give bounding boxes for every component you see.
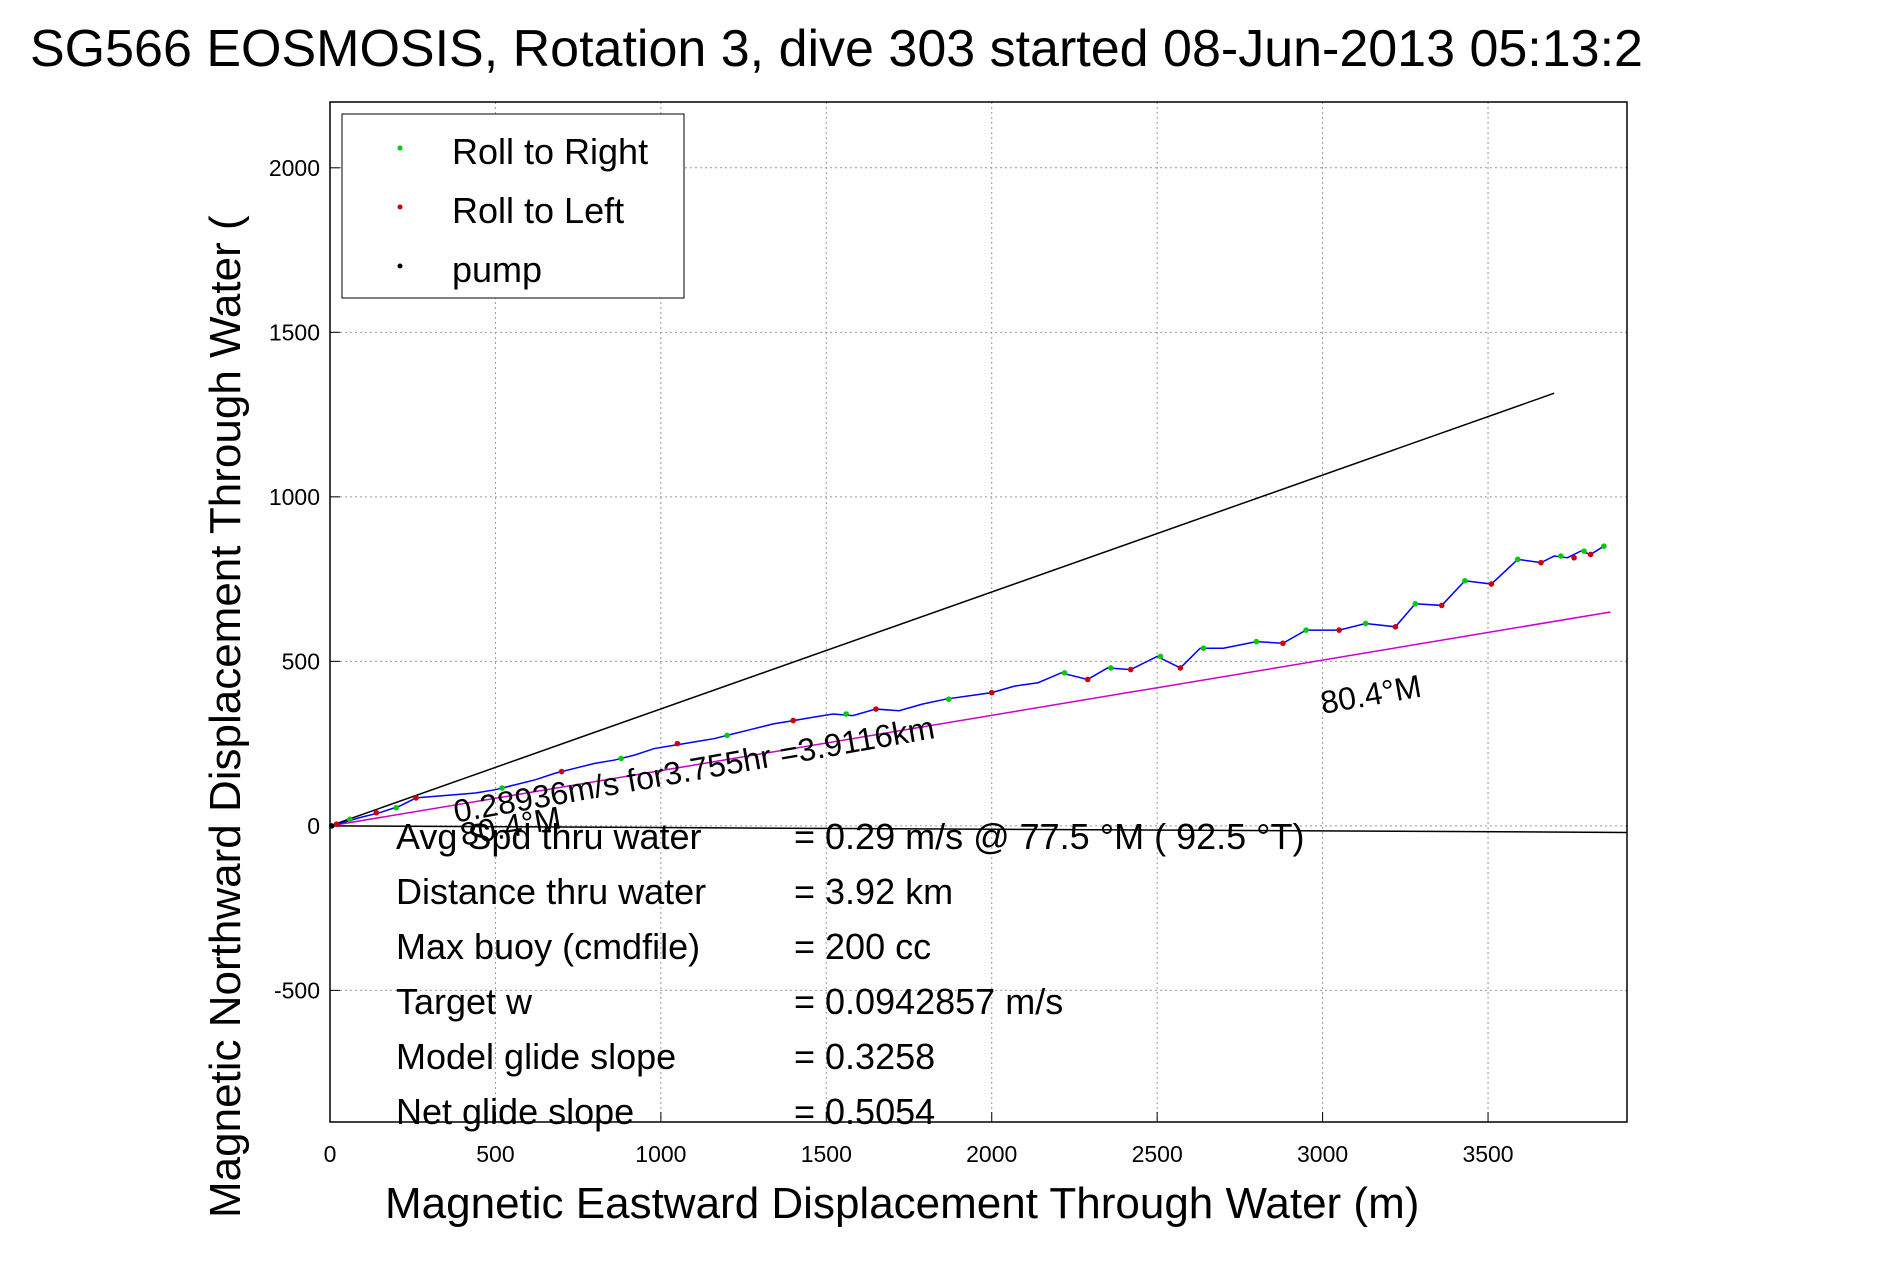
legend-label: pump — [452, 249, 542, 290]
y-tick-label: -500 — [274, 977, 320, 1003]
stat-label: Distance thru water — [396, 871, 706, 912]
y-tick-label: 0 — [307, 813, 320, 839]
surface-line — [329, 611, 1611, 827]
roll-right-point — [843, 711, 849, 717]
stat-label: Net glide slope — [396, 1091, 634, 1132]
x-tick-label: 2500 — [1132, 1141, 1183, 1167]
plot-frame — [329, 101, 1628, 1123]
roll-right-point — [499, 785, 505, 791]
stat-value: = 0.3258 — [794, 1036, 935, 1077]
roll-left-point — [674, 740, 681, 747]
x-tick-label: 1500 — [801, 1141, 852, 1167]
roll-left-point — [1084, 676, 1091, 683]
roll-left-point — [373, 809, 380, 816]
x-tick-label: 500 — [476, 1141, 514, 1167]
stat-label: Max buoy (cmdfile) — [396, 926, 700, 967]
x-tick-label: 2000 — [966, 1141, 1017, 1167]
roll-left-point — [333, 821, 340, 828]
legend-marker — [397, 204, 403, 210]
legend-label: Roll to Left — [452, 190, 624, 231]
roll-right-point — [1108, 665, 1114, 671]
roll-right-point — [1061, 670, 1068, 676]
stat-value: = 0.5054 — [794, 1091, 935, 1132]
reference-lines — [329, 392, 1628, 834]
roll-left-point — [558, 768, 565, 775]
roll-right-point — [1412, 600, 1419, 607]
current-line — [329, 825, 1628, 834]
roll-left-point — [1392, 624, 1399, 630]
roll-left-point — [1587, 551, 1594, 558]
roll-left-point — [1177, 665, 1184, 671]
tick-labels: 0 500 1000 1500 2000 2500 3000 3500 -500 0 500 1000… — [269, 155, 1514, 1167]
roll-left-point — [873, 706, 879, 712]
legend-label: Roll to Right — [452, 131, 648, 172]
stat-value: = 3.92 km — [794, 871, 953, 912]
x-tick-label: 3000 — [1297, 1141, 1348, 1167]
roll-right-point — [1303, 627, 1309, 633]
y-axis-label: Magnetic Northward Displacement Through … — [201, 215, 250, 1218]
roll-right-point — [1253, 638, 1260, 645]
roll-left-point — [413, 795, 419, 801]
roll-right-point — [393, 804, 399, 811]
stat-label: Model glide slope — [396, 1036, 676, 1077]
roll-right-point — [1581, 548, 1587, 554]
pump-point — [328, 823, 335, 829]
stat-label: Target w — [396, 981, 533, 1022]
roll-right-point — [1362, 620, 1369, 627]
stat-value: = 200 cc — [794, 926, 931, 967]
roll-right-point — [1601, 543, 1607, 549]
x-tick-label: 0 — [324, 1141, 337, 1167]
roll-right-point — [1515, 556, 1521, 563]
heading-line — [329, 392, 1555, 827]
stat-label: Avg Spd thru water — [396, 816, 702, 857]
y-tick-label: 500 — [282, 648, 320, 674]
x-tick-label: 3500 — [1462, 1141, 1513, 1167]
roll-left-point — [1127, 666, 1134, 673]
roll-left-point — [1280, 640, 1286, 647]
roll-right-point — [945, 696, 952, 702]
roll-right-point — [1157, 653, 1164, 660]
roll-right-point — [1200, 645, 1207, 651]
roll-right-point — [347, 816, 353, 823]
legend-marker — [397, 263, 403, 269]
x-tick-label: 1000 — [635, 1141, 686, 1167]
roll-left-point — [1438, 602, 1445, 609]
annotation-label: 80.4°M — [1318, 668, 1424, 721]
chart-title: SG566 EOSMOSIS, Rotation 3, dive 303 sta… — [30, 20, 1643, 78]
roll-right-point — [618, 755, 624, 762]
stats-block: Avg Spd thru water = 0.29 m/s @ 77.5 °M (… — [396, 816, 1305, 1132]
roll-left-point — [1336, 627, 1342, 633]
legend-marker — [397, 145, 403, 151]
stat-value: = 0.29 m/s @ 77.5 °M ( 92.5 °T) — [794, 816, 1305, 857]
y-tick-label: 1500 — [269, 319, 320, 345]
roll-left-point — [1488, 581, 1495, 587]
roll-left-point — [1571, 554, 1577, 561]
roll-right-point — [1462, 577, 1468, 584]
roll-right-point — [1558, 553, 1564, 559]
stat-value: = 0.0942857 m/s — [794, 981, 1063, 1022]
y-tick-label: 2000 — [269, 155, 320, 181]
y-tick-label: 1000 — [269, 484, 320, 510]
roll-left-point — [1538, 559, 1544, 566]
roll-right-point — [724, 732, 730, 739]
x-axis-label: Magnetic Eastward Displacement Through W… — [385, 1179, 1419, 1228]
roll-left-point — [988, 689, 995, 696]
roll-left-point — [790, 717, 797, 724]
series-layer — [328, 543, 1607, 829]
legend: Roll to Right Roll to Left pump — [341, 113, 685, 299]
